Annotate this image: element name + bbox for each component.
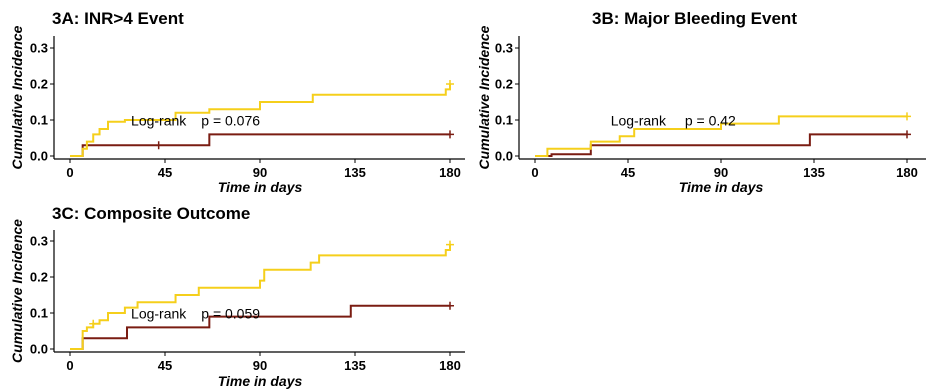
series-line-darkred xyxy=(70,133,450,157)
x-tick-label: 0 xyxy=(531,165,538,180)
p-value-label: p = 0.059 xyxy=(201,305,260,321)
y-tick-label: 0.1 xyxy=(495,113,513,128)
y-tick-label: 0.2 xyxy=(495,77,513,92)
logrank-label: Log-rank xyxy=(611,112,667,128)
x-axis-title: Time in days xyxy=(218,373,303,389)
x-tick-label: 0 xyxy=(66,165,73,180)
y-tick-label: 0.1 xyxy=(30,113,48,128)
panel-title: 3A: INR>4 Event xyxy=(52,9,184,28)
p-value-label: p = 0.42 xyxy=(685,112,736,128)
censor-mark-yellow xyxy=(446,80,454,88)
x-tick-label: 180 xyxy=(896,165,918,180)
y-tick-label: 0.0 xyxy=(30,342,48,357)
y-tick-label: 0.3 xyxy=(30,234,48,249)
x-tick-label: 180 xyxy=(439,165,461,180)
y-tick-label: 0.0 xyxy=(495,149,513,164)
x-tick-label: 45 xyxy=(621,165,635,180)
censor-mark-yellow xyxy=(903,112,911,121)
y-axis-title: Cumulative Incidence xyxy=(9,25,25,169)
x-tick-label: 90 xyxy=(253,358,267,373)
p-value-label: p = 0.076 xyxy=(201,112,260,128)
x-tick-label: 180 xyxy=(439,358,461,373)
x-axis-title: Time in days xyxy=(218,179,303,195)
y-tick-label: 0.2 xyxy=(30,77,48,92)
x-tick-label: 135 xyxy=(344,165,366,180)
panel-title: 3C: Composite Outcome xyxy=(52,204,250,223)
censor-mark-yellow xyxy=(89,319,98,328)
x-tick-label: 135 xyxy=(344,358,366,373)
censor-mark-yellow xyxy=(446,240,454,249)
y-axis-title: Cumulative Incidence xyxy=(9,219,25,363)
censor-mark-darkred xyxy=(903,130,911,139)
y-tick-label: 0.0 xyxy=(30,149,48,164)
x-tick-label: 0 xyxy=(66,358,73,373)
logrank-label: Log-rank xyxy=(131,305,187,321)
x-tick-label: 90 xyxy=(714,165,728,180)
y-tick-label: 0.3 xyxy=(30,41,48,56)
censor-mark-darkred xyxy=(446,301,454,310)
x-tick-label: 90 xyxy=(253,165,267,180)
y-tick-label: 0.2 xyxy=(30,270,48,285)
censor-mark-darkred xyxy=(154,141,163,150)
x-tick-label: 45 xyxy=(158,165,172,180)
panel-title: 3B: Major Bleeding Event xyxy=(592,9,797,28)
x-tick-label: 45 xyxy=(158,358,172,373)
x-tick-label: 135 xyxy=(803,165,825,180)
logrank-label: Log-rank xyxy=(131,112,187,128)
y-axis-title: Cumulative Incidence xyxy=(476,25,492,169)
series-line-yellow xyxy=(535,115,907,157)
y-tick-label: 0.1 xyxy=(30,306,48,321)
series-line-yellow xyxy=(70,84,451,157)
y-tick-label: 0.3 xyxy=(495,41,513,56)
censor-mark-darkred xyxy=(446,130,454,139)
x-axis-title: Time in days xyxy=(679,179,764,195)
